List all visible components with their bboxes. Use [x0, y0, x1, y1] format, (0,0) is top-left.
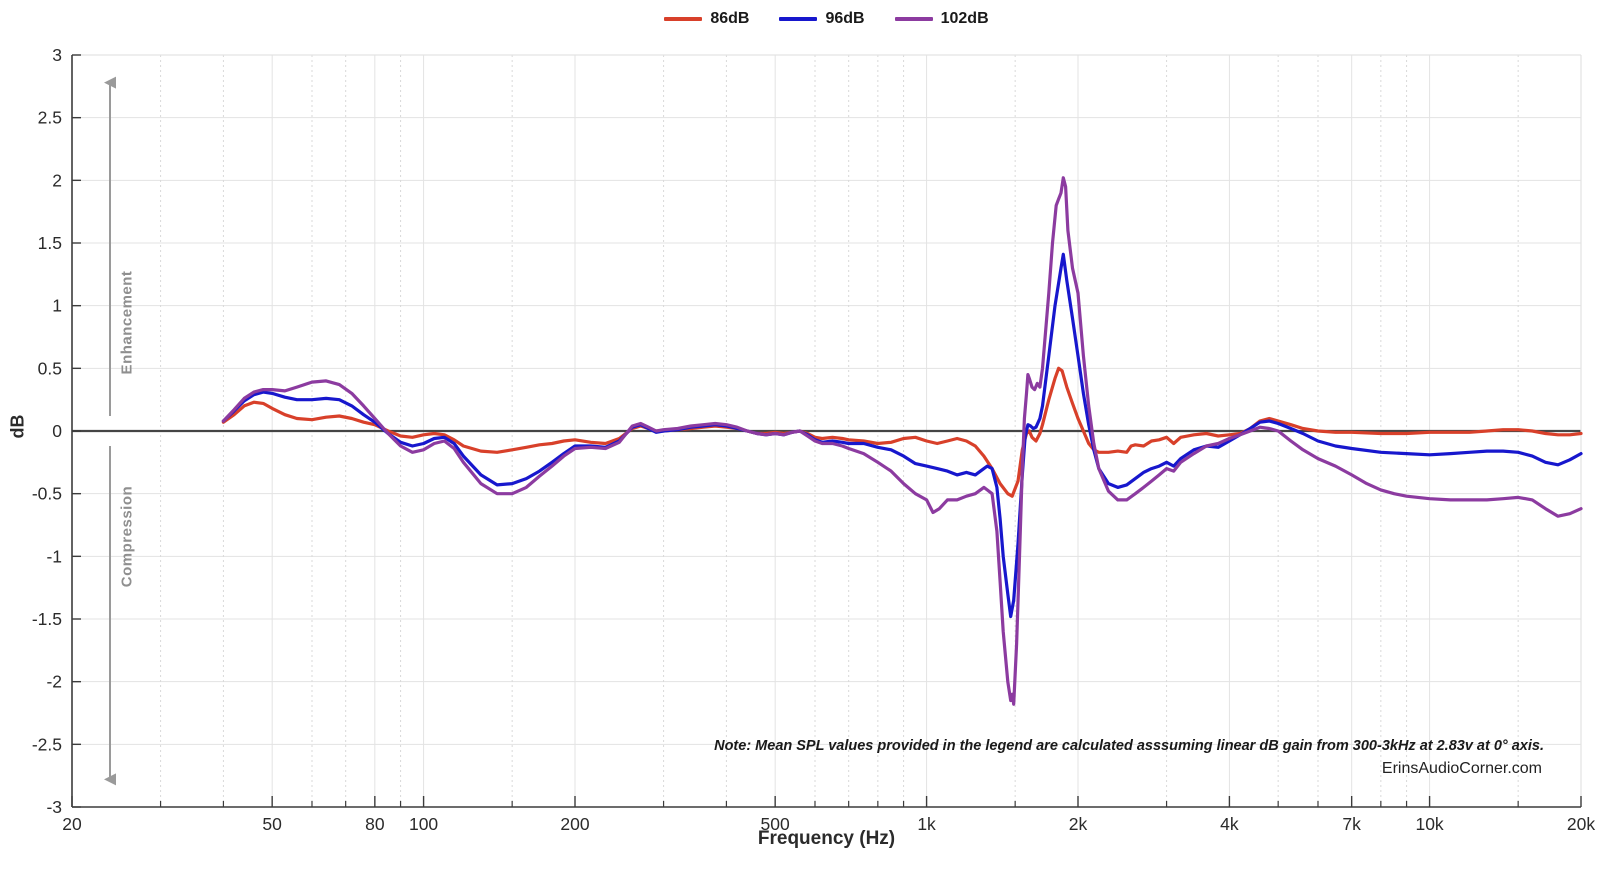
- y-axis-ticks: 3 2.5 2 1.5 1 0.5 0 -0.5 -1 -1.5 -2 -2.5 -3: [32, 45, 81, 817]
- x-tick-label: 7k: [1342, 814, 1361, 834]
- legend-label: 96dB: [825, 10, 865, 27]
- x-axis-ticks: 20 50 80 100 200 500 1k 2k 4k 7k 10k 20k: [62, 796, 1595, 834]
- y-tick-label: -1: [46, 546, 62, 566]
- y-tick-label: -0.5: [32, 484, 62, 504]
- y-axis-title: dB: [7, 414, 28, 439]
- y-tick-label: -3: [46, 797, 62, 817]
- x-tick-label: 200: [560, 814, 589, 834]
- y-tick-label: 0.5: [38, 358, 62, 378]
- legend-item-96dB: 96dB: [779, 10, 865, 28]
- x-tick-label: 20: [62, 814, 82, 834]
- x-tick-label: 2k: [1069, 814, 1088, 834]
- y-tick-label: 3: [52, 45, 62, 65]
- y-tick-label: 1: [52, 296, 62, 316]
- legend-item-86dB: 86dB: [664, 10, 749, 28]
- enhancement-annotation: Enhancement: [118, 271, 136, 375]
- y-tick-label: 2.5: [38, 108, 62, 128]
- legend-swatch-102dB: [894, 17, 933, 21]
- series-102dB: [221, 176, 1583, 706]
- legend: 86dB 96dB 102dB: [72, 10, 1581, 28]
- x-tick-label: 1k: [917, 814, 936, 834]
- y-tick-label: 2: [52, 170, 62, 190]
- x-tick-label: 10k: [1415, 814, 1443, 834]
- x-tick-label: 100: [409, 814, 438, 834]
- footnote: Note: Mean SPL values provided in the le…: [714, 738, 1544, 754]
- x-axis-title: Frequency (Hz): [757, 828, 896, 849]
- y-tick-label: 0: [52, 421, 62, 441]
- y-tick-label: -2.5: [32, 734, 62, 754]
- x-tick-label: 500: [761, 814, 790, 834]
- watermark: ErinsAudioCorner.com: [1381, 760, 1542, 777]
- legend-label: 86dB: [710, 10, 750, 27]
- y-tick-label: -1.5: [32, 609, 62, 629]
- x-tick-label: 20k: [1567, 814, 1595, 834]
- legend-item-102dB: 102dB: [894, 10, 989, 28]
- x-tick-label: 50: [262, 814, 282, 834]
- x-tick-label: 80: [365, 814, 385, 834]
- series-86dB: [221, 366, 1583, 498]
- y-tick-label: -2: [46, 672, 62, 692]
- legend-swatch-96dB: [779, 17, 818, 21]
- legend-label: 102dB: [940, 10, 989, 27]
- compression-annotation: Compression: [118, 485, 136, 587]
- y-tick-label: 1.5: [38, 233, 62, 253]
- legend-swatch-86dB: [664, 17, 703, 21]
- x-tick-label: 4k: [1220, 814, 1239, 834]
